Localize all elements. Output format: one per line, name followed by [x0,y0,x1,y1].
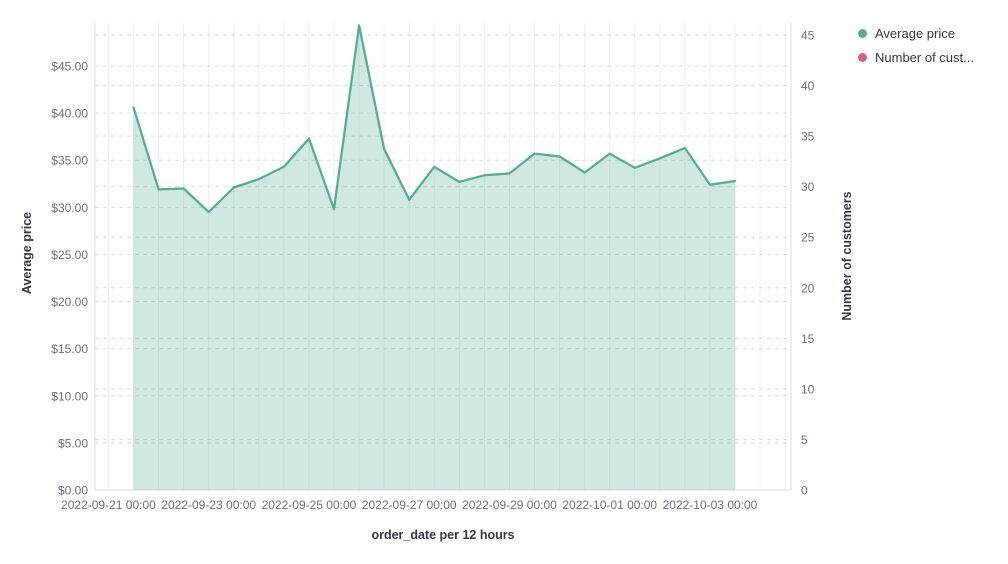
legend-label-number-of-customers: Number of cust... [875,50,974,65]
y-axis-right-tick-label: 20 [801,281,815,295]
y-axis-left-tick-label: $15.00 [51,342,88,356]
y-axis-right-tick-label: 15 [801,332,815,346]
y-axis-left-tick-label: $30.00 [51,201,88,215]
y-axis-right-tick-label: 10 [801,382,815,396]
x-axis-tick-label: 2022-09-25 00:00 [262,498,357,512]
legend: Average price Number of cust... [858,24,974,67]
legend-marker-average-price-icon [858,29,867,38]
y-axis-right-tick-label: 40 [801,79,815,93]
x-axis-tick-label: 2022-09-29 00:00 [462,498,557,512]
x-axis-tick-label: 2022-09-23 00:00 [161,498,256,512]
legend-marker-number-of-customers-icon [858,53,867,62]
legend-item-number-of-customers[interactable]: Number of cust... [858,48,974,67]
y-axis-left-tick-label: $45.00 [51,60,88,74]
y-axis-right-tick-label: 35 [801,130,815,144]
y-axis-left-tick-label: $10.00 [51,389,88,403]
y-axis-right-title: Number of customers [840,191,854,321]
area-series-average-price[interactable] [133,25,736,491]
x-axis-tick-label: 2022-10-01 00:00 [562,498,657,512]
x-axis-tick-label: 2022-09-21 00:00 [61,498,156,512]
y-axis-right-tick-label: 45 [801,29,815,43]
y-axis-left-tick-label: $40.00 [51,107,88,121]
y-axis-right-tick-label: 30 [801,180,815,194]
y-axis-left-title: Average price [20,211,34,295]
y-axis-right-tick-label: 0 [801,484,808,498]
legend-item-average-price[interactable]: Average price [858,24,974,43]
x-axis-tick-label: 2022-10-03 00:00 [663,498,758,512]
y-axis-right-tick-label: 25 [801,231,815,245]
y-axis-left-tick-label: $5.00 [58,436,88,450]
x-axis-title: order_date per 12 hours [371,528,515,542]
legend-label-average-price: Average price [875,26,955,41]
y-axis-left-tick-label: $0.00 [58,484,88,498]
line-series-average-price [132,24,737,214]
y-axis-left-tick-label: $20.00 [51,295,88,309]
y-axis-left-tick-label: $35.00 [51,154,88,168]
y-axis-right-tick-label: 5 [801,433,808,447]
y-axis-left-tick-label: $25.00 [51,248,88,262]
x-axis-tick-label: 2022-09-27 00:00 [362,498,457,512]
